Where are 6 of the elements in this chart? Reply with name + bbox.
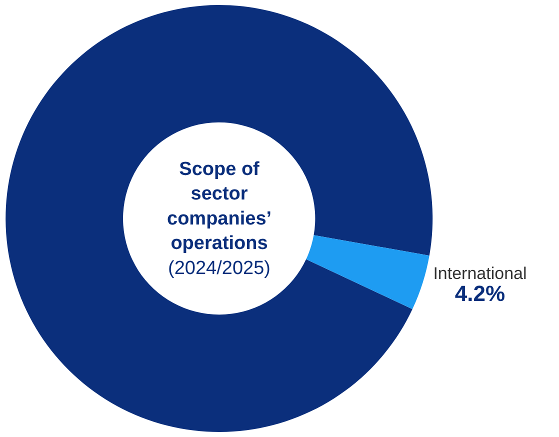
donut-slice bbox=[6, 5, 432, 432]
slice-label: International bbox=[433, 264, 527, 283]
text: (2024/2025) bbox=[168, 258, 271, 279]
donut-slice bbox=[306, 235, 430, 310]
data-label: 4.2% bbox=[454, 280, 506, 306]
text: Scope of sector companies’ operations bbox=[167, 159, 272, 254]
